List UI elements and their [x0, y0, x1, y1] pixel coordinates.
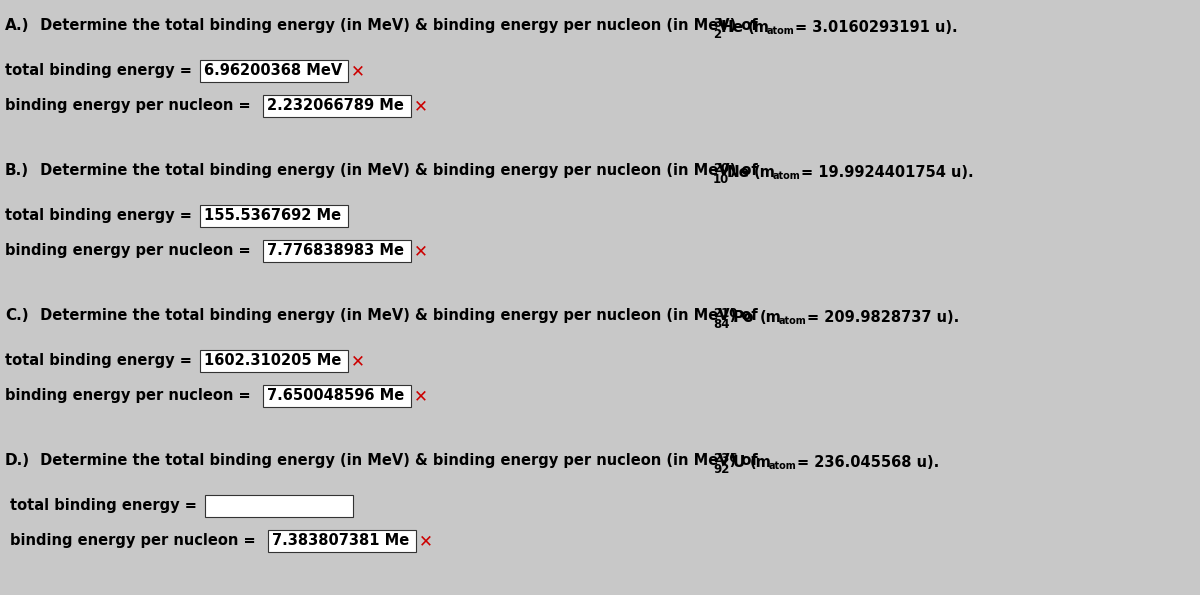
FancyBboxPatch shape — [263, 385, 410, 407]
Text: (m: (m — [754, 165, 776, 180]
Text: Po: Po — [733, 310, 755, 325]
Text: binding energy per nucleon =: binding energy per nucleon = — [10, 533, 256, 548]
Text: binding energy per nucleon =: binding energy per nucleon = — [5, 98, 251, 113]
Text: atom: atom — [767, 26, 794, 36]
Text: atom: atom — [773, 171, 800, 181]
Text: ✕: ✕ — [352, 62, 365, 80]
Text: = 19.9924401754 u).: = 19.9924401754 u). — [802, 165, 973, 180]
Text: 7.383807381 Me: 7.383807381 Me — [272, 533, 409, 548]
Text: 84: 84 — [713, 318, 730, 331]
Text: U: U — [733, 455, 745, 470]
FancyBboxPatch shape — [268, 530, 416, 552]
FancyBboxPatch shape — [205, 495, 353, 517]
Text: total binding energy =: total binding energy = — [5, 208, 192, 223]
Text: 2: 2 — [713, 28, 721, 41]
Text: Ne: Ne — [727, 165, 750, 180]
Text: 7.650048596 Me: 7.650048596 Me — [266, 388, 404, 403]
Text: atom: atom — [769, 461, 797, 471]
Text: 7.776838983 Me: 7.776838983 Me — [266, 243, 404, 258]
Text: 10: 10 — [713, 173, 730, 186]
Text: A.): A.) — [5, 18, 30, 33]
Text: 20: 20 — [713, 162, 730, 175]
Text: = 209.9828737 u).: = 209.9828737 u). — [808, 310, 959, 325]
FancyBboxPatch shape — [200, 60, 348, 82]
Text: ✕: ✕ — [414, 97, 428, 115]
Text: ✕: ✕ — [352, 352, 365, 370]
Text: total binding energy =: total binding energy = — [5, 353, 192, 368]
Text: D.): D.) — [5, 453, 30, 468]
Text: Determine the total binding energy (in MeV) & binding energy per nucleon (in MeV: Determine the total binding energy (in M… — [35, 18, 757, 33]
Text: Determine the total binding energy (in MeV) & binding energy per nucleon (in MeV: Determine the total binding energy (in M… — [35, 163, 757, 178]
Text: binding energy per nucleon =: binding energy per nucleon = — [5, 243, 251, 258]
Text: 1602.310205 Me: 1602.310205 Me — [204, 353, 341, 368]
Text: 236: 236 — [713, 452, 738, 465]
Text: C.): C.) — [5, 308, 29, 323]
Text: Determine the total binding energy (in MeV) & binding energy per nucleon (in MeV: Determine the total binding energy (in M… — [35, 453, 757, 468]
Text: 155.5367692 Me: 155.5367692 Me — [204, 208, 341, 223]
Text: atom: atom — [779, 316, 806, 326]
Text: (m: (m — [748, 20, 770, 35]
FancyBboxPatch shape — [263, 240, 410, 262]
Text: ✕: ✕ — [414, 387, 428, 405]
Text: B.): B.) — [5, 163, 29, 178]
FancyBboxPatch shape — [200, 205, 348, 227]
Text: = 3.0160293191 u).: = 3.0160293191 u). — [796, 20, 958, 35]
Text: (m: (m — [760, 310, 782, 325]
FancyBboxPatch shape — [263, 95, 410, 117]
Text: 6.96200368 MeV: 6.96200368 MeV — [204, 63, 342, 78]
Text: ✕: ✕ — [419, 532, 433, 550]
Text: total binding energy =: total binding energy = — [5, 63, 192, 78]
FancyBboxPatch shape — [200, 350, 348, 372]
Text: He: He — [721, 20, 744, 35]
Text: Determine the total binding energy (in MeV) & binding energy per nucleon (in MeV: Determine the total binding energy (in M… — [35, 308, 757, 323]
Text: ✕: ✕ — [414, 242, 428, 260]
Text: binding energy per nucleon =: binding energy per nucleon = — [5, 388, 251, 403]
Text: 3: 3 — [713, 17, 721, 30]
Text: 2.232066789 Me: 2.232066789 Me — [266, 98, 404, 113]
Text: 92: 92 — [713, 463, 730, 476]
Text: (m: (m — [750, 455, 772, 470]
Text: total binding energy =: total binding energy = — [10, 498, 197, 513]
Text: 210: 210 — [713, 307, 737, 320]
Text: = 236.045568 u).: = 236.045568 u). — [797, 455, 940, 470]
